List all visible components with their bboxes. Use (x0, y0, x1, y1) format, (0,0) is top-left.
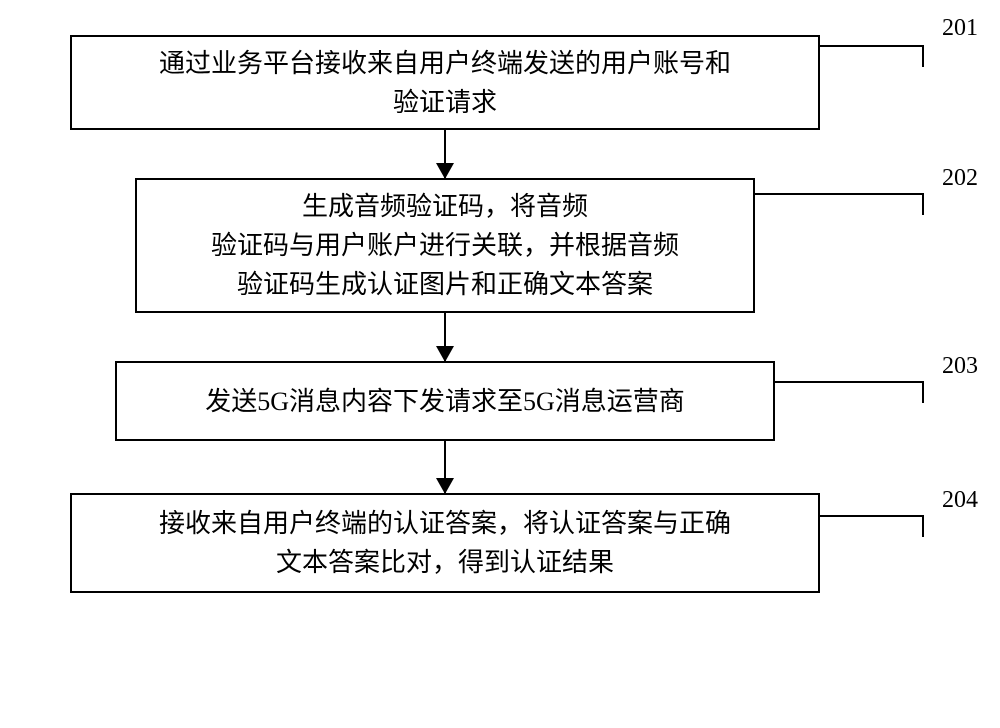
text-line: 验证码生成认证图片和正确文本答案 (211, 265, 679, 304)
label-connector (820, 45, 924, 67)
step-label-204: 204 (942, 487, 978, 514)
label-connector (775, 381, 924, 403)
step-text: 接收来自用户终端的认证答案，将认证答案与正确 文本答案比对，得到认证结果 (159, 504, 731, 582)
step-text: 通过业务平台接收来自用户终端发送的用户账号和 验证请求 (159, 44, 731, 122)
step-box-202: 生成音频验证码，将音频 验证码与用户账户进行关联，并根据音频 验证码生成认证图片… (135, 178, 755, 313)
step-box-201: 通过业务平台接收来自用户终端发送的用户账号和 验证请求 (70, 35, 820, 130)
flowchart-container: 通过业务平台接收来自用户终端发送的用户账号和 验证请求 生成音频验证码，将音频 … (70, 35, 930, 593)
text-line: 通过业务平台接收来自用户终端发送的用户账号和 (159, 44, 731, 83)
label-connector (755, 193, 924, 215)
step-text: 发送5G消息内容下发请求至5G消息运营商 (205, 382, 685, 421)
text-line: 发送5G消息内容下发请求至5G消息运营商 (205, 382, 685, 421)
text-line: 验证码与用户账户进行关联，并根据音频 (211, 226, 679, 265)
text-line: 文本答案比对，得到认证结果 (159, 543, 731, 582)
step-label-202: 202 (942, 165, 978, 192)
step-box-204: 接收来自用户终端的认证答案，将认证答案与正确 文本答案比对，得到认证结果 (70, 493, 820, 593)
arrow (70, 313, 820, 361)
arrow (70, 130, 820, 178)
text-line: 生成音频验证码，将音频 (211, 187, 679, 226)
step-text: 生成音频验证码，将音频 验证码与用户账户进行关联，并根据音频 验证码生成认证图片… (211, 187, 679, 304)
arrow (70, 441, 820, 493)
text-line: 验证请求 (159, 83, 731, 122)
text-line: 接收来自用户终端的认证答案，将认证答案与正确 (159, 504, 731, 543)
label-connector (820, 515, 924, 537)
step-box-203: 发送5G消息内容下发请求至5G消息运营商 (115, 361, 775, 441)
step-label-203: 203 (942, 353, 978, 380)
step-label-201: 201 (942, 15, 978, 42)
